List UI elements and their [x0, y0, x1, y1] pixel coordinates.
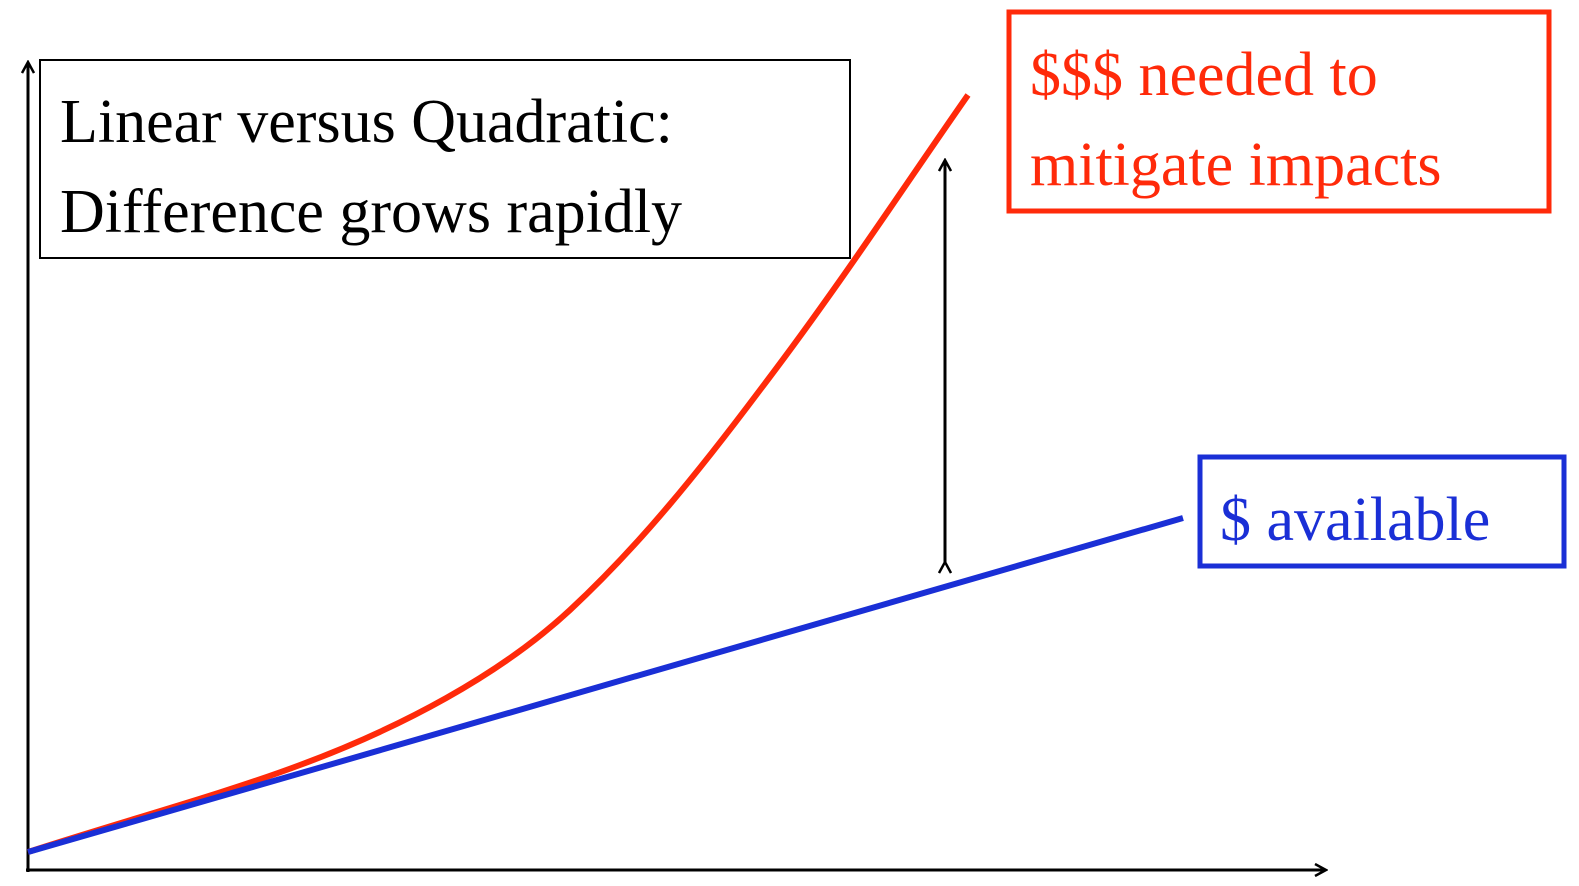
linear-line: [27, 515, 1184, 855]
available-box: [1197, 454, 1567, 569]
quadratic-curve: [27, 93, 971, 855]
needed-label: $$$ needed to: [1030, 41, 1378, 109]
available-label: $ available: [1220, 486, 1490, 554]
needed-label: mitigate impacts: [1030, 131, 1442, 199]
needed-box: [1006, 9, 1552, 214]
title-line: Linear versus Quadratic:: [60, 88, 673, 156]
title-line: Difference grows rapidly: [60, 178, 682, 246]
title-box: [39, 59, 851, 259]
